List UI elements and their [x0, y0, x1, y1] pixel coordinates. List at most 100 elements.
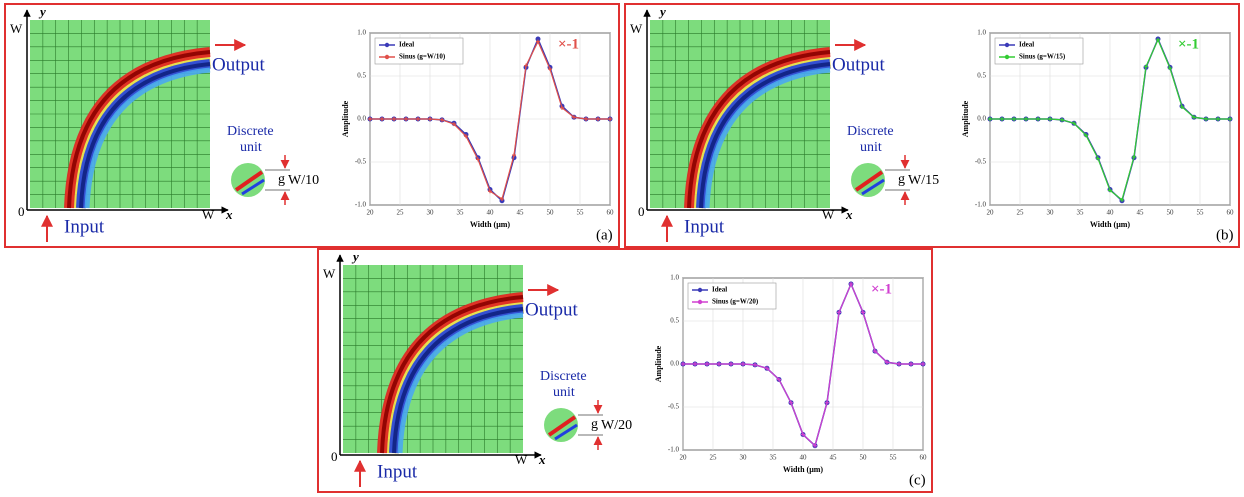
point	[428, 117, 432, 121]
point	[548, 67, 552, 72]
point	[1216, 117, 1220, 121]
field-wave	[79, 62, 211, 209]
point	[1144, 64, 1148, 69]
point	[1156, 37, 1160, 42]
y-tick-label: 1.0	[357, 29, 366, 37]
x-tick-label: 30	[740, 454, 748, 462]
x-axis-name: x	[225, 207, 233, 222]
field-wave	[380, 295, 524, 454]
input-label: Input	[684, 216, 725, 237]
x-axis-name: x	[538, 452, 546, 467]
input-label: Input	[377, 461, 418, 482]
gap-width: W/10	[288, 173, 319, 188]
point	[536, 39, 540, 44]
point	[440, 117, 444, 122]
point	[897, 362, 901, 366]
point	[837, 310, 841, 315]
x-tick-label: 35	[770, 454, 778, 462]
point	[849, 282, 853, 287]
x-tick-label: 20	[367, 209, 375, 217]
unit-label: Discrete	[227, 124, 274, 139]
point	[717, 362, 721, 366]
x-tick-label: 50	[1167, 209, 1175, 217]
x-tick-label: 55	[1197, 209, 1205, 217]
unit-wave	[547, 415, 577, 437]
point	[741, 362, 745, 366]
x-tick-label: 55	[890, 454, 898, 462]
y-tick-label: 0.5	[357, 72, 366, 80]
y-axis-name: y	[658, 4, 666, 19]
unit-wave	[241, 178, 265, 196]
point	[693, 362, 697, 366]
point	[813, 443, 817, 448]
point	[729, 362, 733, 366]
x-tick-label: 60	[1227, 209, 1235, 217]
y-axis-label: Amplitude	[654, 345, 663, 382]
output-label: Output	[525, 299, 579, 320]
origin: 0	[331, 449, 338, 464]
y-axis-name: y	[38, 4, 46, 19]
legend-marker	[1004, 54, 1010, 60]
y-tick-label: 0.0	[977, 115, 986, 123]
unit-wave	[854, 170, 884, 192]
scale-label: ×-1	[1178, 36, 1199, 52]
y-tick-label: 1.0	[977, 29, 986, 37]
field-wave	[685, 48, 831, 209]
unit-wave	[554, 423, 578, 441]
legend-marker	[697, 299, 703, 305]
field-wave	[397, 312, 524, 454]
point	[765, 366, 769, 371]
unit-label: unit	[860, 140, 882, 155]
point	[535, 36, 541, 42]
point	[1108, 188, 1112, 193]
x-tick-label: 50	[547, 209, 555, 217]
point	[1072, 121, 1076, 126]
width-y: W	[630, 21, 643, 36]
point	[392, 117, 396, 121]
x-tick-label: 40	[487, 209, 495, 217]
output-label: Output	[212, 54, 266, 75]
unit-label: unit	[553, 385, 575, 400]
point	[464, 134, 468, 139]
y-axis-name: y	[351, 249, 359, 264]
field-wave	[704, 67, 831, 209]
gap-symbol: g	[591, 417, 598, 432]
point	[1168, 66, 1172, 71]
panel-frame	[317, 248, 933, 493]
x-tick-label: 40	[800, 454, 808, 462]
legend-marker	[697, 287, 703, 293]
x-tick-label: 20	[680, 454, 688, 462]
x-tick-label: 30	[1047, 209, 1055, 217]
y-tick-label: -1.0	[668, 446, 680, 454]
width-x: W	[202, 207, 215, 222]
point	[681, 362, 685, 366]
point	[1060, 117, 1064, 122]
panel-frame	[624, 3, 1240, 248]
y-tick-label: 1.0	[670, 274, 679, 282]
legend-marker	[1004, 42, 1010, 48]
gap-width: W/20	[601, 418, 632, 433]
field-wave	[392, 307, 524, 454]
point	[705, 362, 709, 366]
x-tick-label: 50	[860, 454, 868, 462]
point	[404, 117, 408, 121]
point	[452, 122, 456, 127]
gap-symbol: g	[898, 172, 905, 187]
point	[500, 196, 504, 201]
y-tick-label: 0.0	[357, 115, 366, 123]
point	[885, 360, 889, 365]
scale-label: ×-1	[871, 281, 892, 297]
point	[988, 117, 992, 121]
legend-label: Sinus (g=W/15)	[1019, 53, 1066, 61]
point	[777, 377, 781, 382]
panel-label: (b)	[1216, 227, 1234, 243]
point	[560, 105, 564, 110]
legend-label: Ideal	[399, 41, 414, 49]
point	[1000, 117, 1004, 121]
panel-frame	[4, 3, 620, 248]
point	[789, 400, 793, 405]
y-tick-label: -0.5	[668, 403, 680, 411]
